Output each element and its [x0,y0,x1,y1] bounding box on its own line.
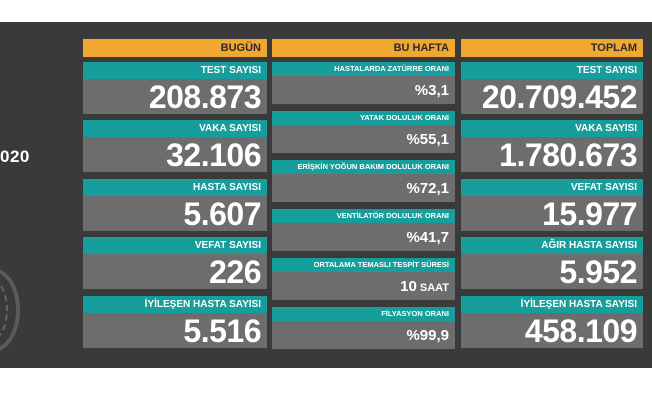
today-patient-card: HASTA SAYISI 5.607 [83,179,267,231]
today-test-value: 208.873 [83,79,267,114]
today-case-card: VAKA SAYISI 32.106 [83,120,267,172]
week-bed-card: YATAK DOLULUK ORANI %55,1 [272,111,455,153]
week-filiation-value: %99,9 [272,321,455,349]
week-ventilator-card: VENTİLATÖR DOLULUK ORANI %41,7 [272,209,455,251]
week-icu-card: ERİŞKİN YOĞUN BAKIM DOLULUK ORANI %72,1 [272,160,455,202]
week-pneumonia-card: HASTALARDA ZATÜRRE ORANI %3,1 [272,62,455,104]
total-death-card: VEFAT SAYISI 15.977 [461,179,643,231]
today-header: BUGÜN [83,39,267,57]
week-contact-number: 10 [400,278,417,295]
today-death-value: 226 [83,254,267,289]
total-severe-label: AĞIR HASTA SAYISI [461,237,643,254]
today-column: BUGÜN TEST SAYISI 208.873 VAKA SAYISI 32… [83,39,267,348]
week-pneumonia-value: %3,1 [272,76,455,104]
week-ventilator-value: %41,7 [272,223,455,251]
total-severe-card: AĞIR HASTA SAYISI 5.952 [461,237,643,289]
total-recovered-card: İYİLEŞEN HASTA SAYISI 458.109 [461,296,643,348]
week-icu-label: ERİŞKİN YOĞUN BAKIM DOLULUK ORANI [272,160,455,174]
emblem-icon [0,268,20,352]
week-filiation-label: FİLYASYON ORANI [272,307,455,321]
today-case-label: VAKA SAYISI [83,120,267,137]
total-recovered-value: 458.109 [461,313,643,348]
week-header: BU HAFTA [272,39,455,57]
total-header: TOPLAM [461,39,643,57]
stats-board: 020 BUGÜN TEST SAYISI 208.873 VAKA SAYIS… [0,22,652,368]
week-column: BU HAFTA HASTALARDA ZATÜRRE ORANI %3,1 Y… [272,39,455,349]
total-case-label: VAKA SAYISI [461,120,643,137]
week-filiation-card: FİLYASYON ORANI %99,9 [272,307,455,349]
week-pneumonia-label: HASTALARDA ZATÜRRE ORANI [272,62,455,76]
week-contact-unit: SAAT [419,282,449,294]
total-recovered-label: İYİLEŞEN HASTA SAYISI [461,296,643,313]
today-case-value: 32.106 [83,137,267,172]
today-test-card: TEST SAYISI 208.873 [83,62,267,114]
today-recovered-value: 5.516 [83,313,267,348]
date-fragment: 020 [0,147,30,166]
total-test-card: TEST SAYISI 20.709.452 [461,62,643,114]
week-contact-value: 10 SAAT [272,272,455,300]
week-contact-card: ORTALAMA TEMASLI TESPİT SÜRESİ 10 SAAT [272,258,455,300]
today-patient-value: 5.607 [83,196,267,231]
week-ventilator-label: VENTİLATÖR DOLULUK ORANI [272,209,455,223]
today-test-label: TEST SAYISI [83,62,267,79]
total-severe-value: 5.952 [461,254,643,289]
total-case-card: VAKA SAYISI 1.780.673 [461,120,643,172]
total-death-value: 15.977 [461,196,643,231]
week-bed-label: YATAK DOLULUK ORANI [272,111,455,125]
week-bed-value: %55,1 [272,125,455,153]
total-test-label: TEST SAYISI [461,62,643,79]
total-column: TOPLAM TEST SAYISI 20.709.452 VAKA SAYIS… [461,39,643,348]
today-death-label: VEFAT SAYISI [83,237,267,254]
today-recovered-card: İYİLEŞEN HASTA SAYISI 5.516 [83,296,267,348]
today-patient-label: HASTA SAYISI [83,179,267,196]
week-contact-label: ORTALAMA TEMASLI TESPİT SÜRESİ [272,258,455,272]
today-recovered-label: İYİLEŞEN HASTA SAYISI [83,296,267,313]
today-death-card: VEFAT SAYISI 226 [83,237,267,289]
total-case-value: 1.780.673 [461,137,643,172]
week-icu-value: %72,1 [272,174,455,202]
total-death-label: VEFAT SAYISI [461,179,643,196]
total-test-value: 20.709.452 [461,79,643,114]
